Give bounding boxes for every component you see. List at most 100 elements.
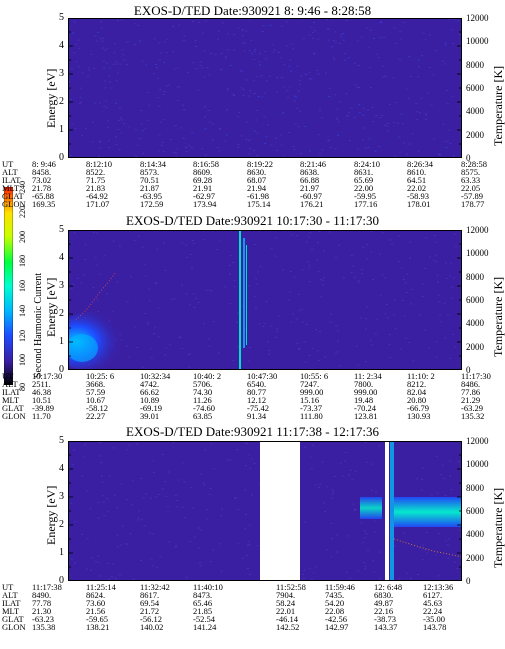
spectrogram-texture xyxy=(75,61,78,63)
spectrogram-texture xyxy=(71,464,74,466)
spectrogram-texture xyxy=(295,318,298,320)
spectrogram-texture xyxy=(128,444,131,446)
y2tick-label: 10000 xyxy=(466,459,489,470)
spectrogram-texture xyxy=(152,460,155,462)
spectrogram-texture xyxy=(183,35,186,37)
spectrogram-texture xyxy=(88,67,91,69)
spectrogram-texture xyxy=(255,278,258,280)
panel3-plot xyxy=(68,441,462,581)
spectrogram-texture xyxy=(224,286,227,288)
spectrogram-texture xyxy=(238,111,241,113)
spectrogram-texture xyxy=(336,108,339,110)
ephemeris-cell: 8:26:34 xyxy=(407,159,433,169)
spectrogram-texture xyxy=(186,256,189,258)
spectrogram-texture xyxy=(385,304,388,305)
spectrogram-texture xyxy=(334,476,337,478)
spectrogram-texture xyxy=(301,269,304,271)
spectrogram-texture xyxy=(135,129,137,131)
spectrogram-texture xyxy=(150,348,153,350)
spectrogram-texture xyxy=(120,119,123,121)
spectrogram-texture xyxy=(183,109,186,111)
spectrogram-texture xyxy=(165,495,168,497)
spectrogram-texture xyxy=(448,19,451,21)
spectrogram-texture xyxy=(308,78,311,80)
spectrogram-texture xyxy=(151,533,154,535)
spectrogram-texture xyxy=(120,19,123,21)
spectrogram-texture xyxy=(373,38,376,40)
spectrogram-texture xyxy=(100,20,103,22)
spectrogram-texture xyxy=(178,86,181,88)
spectrogram-texture xyxy=(213,468,216,470)
spectrogram-texture xyxy=(366,258,369,260)
spectrogram-texture xyxy=(209,561,212,563)
spectrogram-texture xyxy=(94,102,97,104)
spectrogram-texture xyxy=(210,290,213,292)
spectrogram-texture xyxy=(321,461,324,463)
spectrogram-texture xyxy=(70,242,73,244)
spectrogram-texture xyxy=(122,54,125,56)
spectrogram-texture xyxy=(445,262,448,264)
spectrogram-texture xyxy=(303,125,306,127)
spectrogram-texture xyxy=(171,298,174,300)
spectrogram-texture xyxy=(194,40,197,42)
spectrogram-texture xyxy=(229,254,232,256)
spectrogram-texture xyxy=(296,342,299,344)
spectrogram-texture xyxy=(442,478,445,480)
spectrogram-texture xyxy=(162,119,165,121)
spectrogram-texture xyxy=(291,43,294,45)
spectrogram-texture xyxy=(331,493,334,495)
spectrogram-texture xyxy=(434,50,437,51)
spectrogram-texture xyxy=(189,304,192,306)
spectrogram-texture xyxy=(388,343,391,345)
spectrogram-texture xyxy=(308,150,311,152)
ephemeris-row-label: MLT xyxy=(2,395,20,405)
spectrogram-texture xyxy=(317,242,319,244)
spectrogram-texture xyxy=(336,534,338,536)
spectrogram-texture xyxy=(329,321,332,323)
ephemeris-cell: 3668. xyxy=(86,379,106,389)
spectrogram-texture xyxy=(364,361,367,363)
spectrogram-texture xyxy=(116,534,119,536)
spectrogram-texture xyxy=(381,274,384,276)
spectrogram-texture xyxy=(79,87,82,89)
spectrogram-texture xyxy=(417,76,420,78)
spectrogram-texture xyxy=(249,139,252,141)
spectrogram-texture xyxy=(129,533,132,535)
spectrogram-texture xyxy=(126,301,129,303)
spectrogram-texture xyxy=(106,498,109,500)
spectrogram-texture xyxy=(286,21,289,23)
ephemeris-cell: 11:40:10 xyxy=(193,582,223,592)
ephemeris-cell: -75.42 xyxy=(247,403,269,413)
spectrogram-texture xyxy=(208,74,211,76)
spectrogram-texture xyxy=(293,276,296,278)
spectrogram-texture xyxy=(371,489,373,491)
spectrogram-texture xyxy=(365,461,368,463)
spectrogram-texture xyxy=(446,103,449,105)
spectrogram-texture xyxy=(276,150,279,151)
spectrogram-texture xyxy=(368,67,371,69)
spectrogram-texture xyxy=(101,475,103,477)
ephemeris-cell: 71.75 xyxy=(86,175,106,185)
spectrogram-texture xyxy=(187,354,190,356)
ephemeris-cell: 140.02 xyxy=(140,622,164,632)
spectrogram-texture xyxy=(411,288,414,290)
spectrogram-texture xyxy=(233,49,236,51)
spectrogram-texture xyxy=(157,336,160,338)
y2tick-label: 8000 xyxy=(466,482,484,493)
y2tick-label: 0 xyxy=(466,365,471,375)
spectrogram-texture xyxy=(456,568,459,570)
ephemeris-cell: 10.51 xyxy=(32,395,52,405)
spectrogram-texture xyxy=(422,283,425,285)
spectrogram-texture xyxy=(332,491,335,493)
spectrogram-texture xyxy=(334,148,337,150)
spectrogram-texture xyxy=(308,281,311,283)
ytick-label: 1 xyxy=(59,124,64,135)
ephemeris-cell: 175.14 xyxy=(247,199,271,209)
spectrogram-texture xyxy=(241,305,244,307)
spectrogram-texture xyxy=(365,533,368,535)
spectrogram-texture xyxy=(436,492,439,494)
spectrogram-texture xyxy=(333,59,336,61)
spectrogram-texture xyxy=(336,551,338,553)
spectrogram-texture xyxy=(319,331,322,332)
ephemeris-cell: 91.34 xyxy=(247,411,267,421)
